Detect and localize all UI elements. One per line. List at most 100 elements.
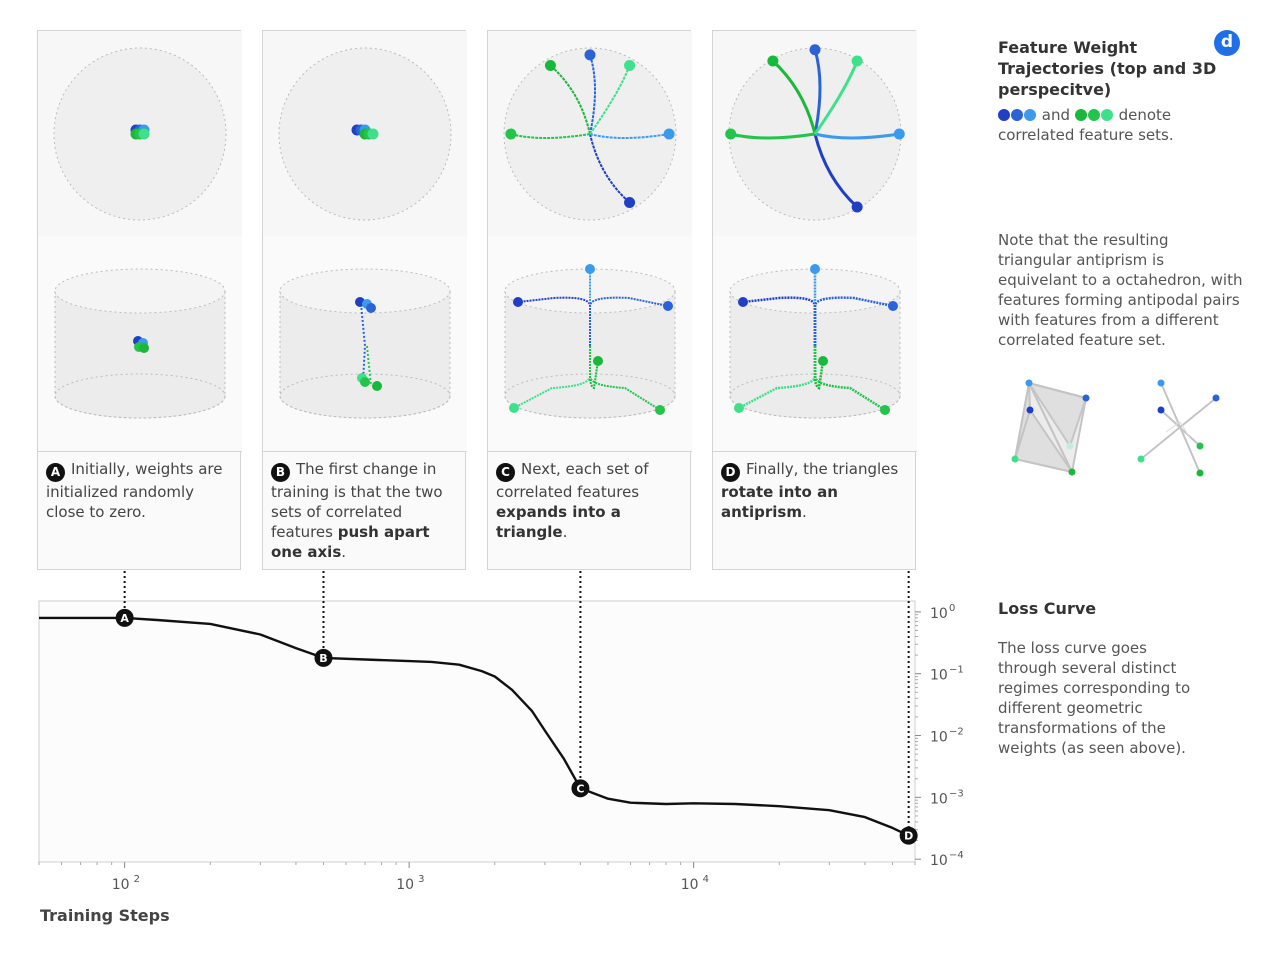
feature-endpoint [513, 297, 523, 307]
annotation-marker [571, 779, 590, 798]
trajectory-path [814, 132, 900, 140]
side-view-d [713, 236, 917, 452]
top-view-b [263, 31, 467, 237]
side-view-c [488, 236, 692, 452]
caption-a: A Initially, weights are initialized rand… [46, 460, 223, 521]
top-view-d [713, 31, 917, 237]
y-tick-exponent: −4 [949, 850, 964, 861]
cylinder-bottom [279, 373, 451, 419]
feature-endpoint [888, 301, 898, 311]
x-tick-exponent: 4 [703, 874, 709, 885]
vertex-dot [1068, 468, 1076, 476]
trajectory-path [730, 132, 816, 140]
feature-endpoint [360, 377, 370, 387]
feature-endpoint [893, 128, 905, 140]
green-light-dot-icon [1100, 109, 1113, 121]
blue-mid-dot-icon [1011, 109, 1023, 121]
feature-endpoint [818, 356, 828, 366]
y-tick-exponent: −2 [949, 727, 964, 738]
trajectory-path [813, 60, 859, 135]
annotation-label: A [120, 612, 129, 625]
trajectory-path [771, 59, 817, 135]
cylinder-top [54, 268, 226, 314]
stage-panel-d: D Finally, the triangles rotate into an a… [712, 30, 917, 570]
y-tick-label: 10 [930, 730, 948, 746]
y-tick-label: 10 [930, 791, 948, 807]
x-tick-label: 10 [396, 877, 414, 893]
caption-b: B The first change in training is that th… [271, 460, 443, 561]
top-view-c [488, 31, 692, 237]
x-axis-label: Training Steps [40, 906, 170, 925]
feature-endpoint [880, 405, 890, 415]
top-view-a [38, 31, 242, 237]
x-tick-label: 10 [112, 877, 130, 893]
trajectory-path [549, 64, 591, 135]
trajectory-path [813, 346, 886, 412]
trajectory-path [589, 346, 661, 411]
feature-endpoint [505, 128, 517, 140]
feature-endpoint [734, 403, 744, 413]
annotation-label: D [904, 830, 913, 843]
stage-panel-a: A Initially, weights are initialized rand… [37, 30, 242, 570]
trajectory-path [813, 296, 894, 346]
feature-endpoint [624, 197, 636, 209]
y-tick-label: 10 [930, 668, 948, 684]
vertex-dot [1066, 442, 1074, 450]
annotation-marker [899, 826, 918, 845]
legend: and denote correlated feature sets. [998, 106, 1174, 144]
feature-endpoint [851, 55, 863, 67]
logo-icon: d [1214, 30, 1240, 56]
feature-endpoint [810, 264, 820, 274]
feature-endpoint [655, 405, 665, 415]
annotation-label: B [319, 652, 327, 665]
x-tick-exponent: 2 [134, 874, 140, 885]
feature-endpoint [372, 381, 382, 391]
vertex-dot [1196, 442, 1204, 450]
octahedron-face [1027, 381, 1088, 476]
annotation-marker [314, 648, 333, 667]
side-view-a [38, 236, 242, 452]
feature-endpoint [139, 343, 149, 353]
octahedron-face [1013, 407, 1075, 474]
feature-endpoint [725, 128, 737, 140]
feature-endpoint [366, 303, 376, 313]
feature-endpoint [593, 356, 603, 366]
badge-a: A [46, 463, 65, 482]
cylinder-bottom [729, 373, 901, 419]
trajectory-path [589, 54, 596, 135]
feature-endpoint [367, 128, 379, 140]
feature-endpoint [663, 128, 675, 140]
loss-series-line [39, 616, 910, 837]
trajectory-path [813, 133, 859, 209]
vertex-dot [1212, 394, 1220, 402]
feature-endpoint [738, 297, 748, 307]
vertex-dot [1137, 455, 1145, 463]
octahedron-illustration [1011, 379, 1220, 477]
side-view-b [263, 236, 467, 452]
caption-d: D Finally, the triangles rotate into an a… [721, 460, 899, 521]
vertex-dot [1026, 406, 1034, 414]
loss-curve-title: Loss Curve [998, 599, 1097, 618]
cylinder-bottom [54, 373, 226, 419]
cylinder-top [279, 268, 451, 314]
y-tick-exponent: −3 [949, 788, 964, 799]
loss-curve-text: The loss curve goes through several dist… [998, 639, 1191, 757]
feature-endpoint [663, 301, 673, 311]
vertex-dot [1157, 406, 1165, 414]
feature-endpoint [509, 403, 519, 413]
y-tick-label: 10 [930, 606, 948, 622]
feature-endpoint [138, 128, 150, 140]
trajectories-title: Feature Weight Trajectories (top and 3D … [998, 38, 1217, 99]
feature-endpoint [584, 49, 596, 61]
trajectory-path [360, 303, 367, 382]
stage-panel-c: C Next, each set of correlated features e… [487, 30, 692, 570]
cylinder-bottom [504, 373, 676, 419]
x-tick-exponent: 3 [418, 874, 424, 885]
y-tick-label: 10 [930, 853, 948, 869]
y-tick-exponent: 0 [949, 603, 955, 614]
vertex-dot [1011, 455, 1019, 463]
antipodal-line [1160, 409, 1201, 447]
badge-c: C [496, 463, 515, 482]
antiprism-note: Note that the resulting triangular antip… [998, 231, 1243, 349]
